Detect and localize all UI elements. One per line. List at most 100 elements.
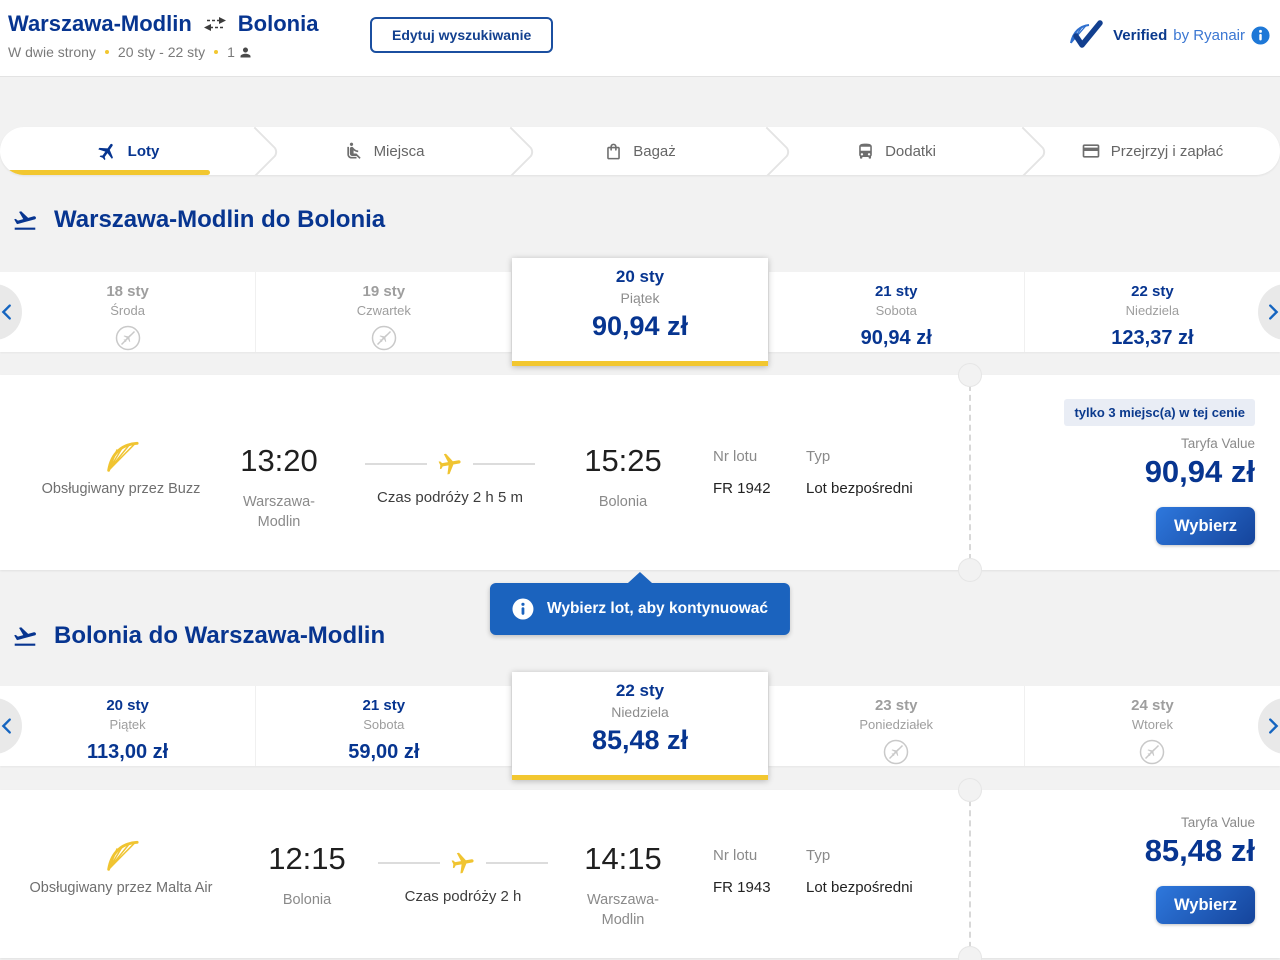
edit-search-button[interactable]: Edytuj wyszukiwanie bbox=[370, 17, 554, 53]
harp-check-icon bbox=[1070, 20, 1103, 48]
search-summary: W dwie strony 20 sty - 22 sty 1 bbox=[8, 44, 318, 60]
date-row: 18 sty Środa 19 sty Czwartek bbox=[0, 258, 1280, 366]
harp-icon bbox=[107, 840, 139, 871]
passenger-count: 1 bbox=[227, 44, 253, 60]
flight-type-block: Typ Lot bezpośredni bbox=[806, 448, 913, 497]
selected-date-card[interactable]: 22 sty Niedziela 85,48 zł bbox=[512, 672, 768, 780]
no-flight-icon bbox=[1025, 739, 1280, 765]
flight-type-block: Typ Lot bezpośredni bbox=[806, 847, 913, 896]
date-option-21-sty[interactable]: 21 sty Sobota 90,94 zł bbox=[767, 272, 1024, 352]
outbound-flight-card: Obsługiwany przez Buzz 13:20 Warszawa- M… bbox=[0, 363, 1280, 582]
trip-type: W dwie strony bbox=[8, 44, 96, 60]
departure-block: 12:15 Bolonia bbox=[237, 841, 377, 910]
round-trip-arrows-icon bbox=[203, 17, 226, 31]
departure-city: Bolonia bbox=[282, 892, 332, 908]
date-option-22-sty[interactable]: 22 sty Niedziela 123,37 zł bbox=[1023, 272, 1280, 352]
route-to: Bolonia bbox=[237, 11, 319, 36]
flight-number: FR 1943 bbox=[713, 879, 771, 896]
ticket-notch bbox=[958, 558, 982, 582]
date-option-20-sty[interactable]: 20 sty Piątek 113,00 zł bbox=[87, 697, 169, 763]
top-bar: Warszawa-Modlin Bolonia W dwie strony 20… bbox=[0, 0, 1280, 77]
date-option-24-sty[interactable]: 24 sty Wtorek bbox=[1023, 686, 1280, 766]
tab-label: Loty bbox=[127, 142, 160, 160]
plane-icon bbox=[97, 143, 113, 160]
airline-block: Obsługiwany przez Malta Air bbox=[5, 838, 237, 896]
ticket-divider bbox=[969, 375, 971, 570]
operated-by-label: Obsługiwany przez Malta Air bbox=[29, 880, 213, 896]
departure-city: Warszawa- Modlin bbox=[243, 494, 315, 531]
section-heading: Bolonia do Warszawa-Modlin bbox=[54, 622, 386, 649]
carousel-prev-button[interactable] bbox=[0, 284, 22, 340]
verified-by-ryanair: Verified by Ryanair bbox=[1067, 20, 1270, 50]
arrival-time: 14:15 bbox=[584, 841, 662, 876]
carousel-next-button[interactable] bbox=[1258, 698, 1280, 754]
credit-card-icon bbox=[1082, 144, 1100, 158]
ticket-notch bbox=[958, 363, 982, 387]
bus-icon bbox=[859, 143, 872, 159]
no-flight-icon bbox=[0, 325, 255, 351]
date-range: 20 sty - 22 sty bbox=[117, 44, 206, 60]
tab-label: Bagaż bbox=[633, 142, 676, 160]
fare-label: Taryfa Value bbox=[1180, 815, 1255, 830]
inbound-flight-card: Obsługiwany przez Malta Air 12:15 Boloni… bbox=[0, 778, 1280, 960]
date-option-21-sty[interactable]: 21 sty Sobota 59,00 zł bbox=[255, 686, 511, 766]
flight-number: FR 1942 bbox=[713, 480, 771, 497]
arrival-city: Warszawa- Modlin bbox=[587, 892, 659, 929]
select-flight-tooltip: Wybierz lot, aby kontynuować bbox=[489, 572, 791, 635]
date-option-18-sty[interactable]: 18 sty Środa bbox=[0, 272, 255, 352]
selected-date-card[interactable]: 20 sty Piątek 90,94 zł bbox=[512, 258, 768, 366]
outbound-section-title: Warszawa-Modlin do Bolonia bbox=[10, 206, 385, 234]
flight-type: Lot bezpośredni bbox=[806, 879, 913, 896]
tab-miejsca[interactable]: Miejsca bbox=[256, 127, 512, 175]
plane-takeoff-icon bbox=[14, 627, 36, 646]
dot-separator bbox=[104, 50, 109, 54]
arrival-time: 15:25 bbox=[584, 443, 662, 478]
arrival-block: 14:15 Warszawa- Modlin bbox=[553, 841, 693, 931]
tab-przejrzyj-i-zaplac[interactable]: Przejrzyj i zapłać bbox=[1024, 127, 1280, 175]
route-title: Warszawa-Modlin Bolonia bbox=[8, 11, 318, 37]
tooltip-text: Wybierz lot, aby kontynuować bbox=[546, 600, 769, 617]
bag-icon bbox=[607, 143, 621, 159]
fare-panel: tylko 3 miejsc(a) w tej cenie Taryfa Val… bbox=[971, 375, 1280, 570]
verified-label: Verified bbox=[1113, 26, 1168, 44]
fare-price: 85,48 zł bbox=[1144, 833, 1255, 868]
tab-label: Przejrzyj i zapłać bbox=[1110, 142, 1224, 160]
chevron-left-icon bbox=[1, 304, 11, 320]
tab-loty[interactable]: Loty bbox=[0, 127, 256, 175]
plane-right-icon bbox=[451, 852, 474, 874]
arrival-city: Bolonia bbox=[598, 494, 648, 510]
select-flight-button[interactable]: Wybierz bbox=[1156, 886, 1255, 924]
inbound-date-carousel: 20 sty Piątek 113,00 zł 21 sty Sobota 59… bbox=[0, 672, 1280, 780]
date-option-22-sty-selected[interactable]: 22 sty Niedziela 85,48 zł bbox=[511, 672, 768, 780]
duration-graphic bbox=[348, 850, 578, 876]
date-option-19-sty[interactable]: 19 sty Czwartek bbox=[255, 272, 511, 352]
line-segment bbox=[486, 862, 548, 864]
fare-panel: Taryfa Value 85,48 zł Wybierz bbox=[971, 790, 1280, 958]
arrival-block: 15:25 Bolonia bbox=[553, 443, 693, 512]
fare-price: 90,94 zł bbox=[1144, 454, 1255, 489]
plane-takeoff-icon bbox=[14, 211, 36, 230]
flight-number-block: Nr lotu FR 1942 bbox=[713, 448, 771, 497]
flight-number-block: Nr lotu FR 1943 bbox=[713, 847, 771, 896]
ticket-notch bbox=[958, 778, 982, 802]
section-heading: Warszawa-Modlin do Bolonia bbox=[54, 206, 386, 233]
duration-graphic bbox=[335, 451, 565, 477]
line-segment bbox=[365, 463, 427, 465]
carousel-next-button[interactable] bbox=[1258, 284, 1280, 340]
route-summary: Warszawa-Modlin Bolonia W dwie strony 20… bbox=[8, 11, 318, 60]
select-flight-button[interactable]: Wybierz bbox=[1156, 507, 1255, 545]
tab-dodatki[interactable]: Dodatki bbox=[768, 127, 1024, 175]
tab-bagaz[interactable]: Bagaż bbox=[512, 127, 768, 175]
departure-time: 12:15 bbox=[268, 841, 346, 876]
dot-separator bbox=[214, 50, 219, 54]
date-option-20-sty-selected[interactable]: 20 sty Piątek 90,94 zł bbox=[511, 258, 768, 366]
info-icon[interactable] bbox=[1251, 25, 1270, 45]
departure-block: 13:20 Warszawa- Modlin bbox=[209, 443, 349, 533]
carousel-prev-button[interactable] bbox=[0, 698, 22, 754]
duration-text: Czas podróży 2 h 5 m bbox=[377, 489, 523, 506]
date-row: 20 sty Piątek 113,00 zł 21 sty Sobota 59… bbox=[0, 672, 1280, 780]
by-ryanair-label: by Ryanair bbox=[1173, 26, 1245, 44]
person-icon bbox=[240, 47, 251, 57]
date-option-23-sty[interactable]: 23 sty Poniedziałek bbox=[767, 686, 1024, 766]
